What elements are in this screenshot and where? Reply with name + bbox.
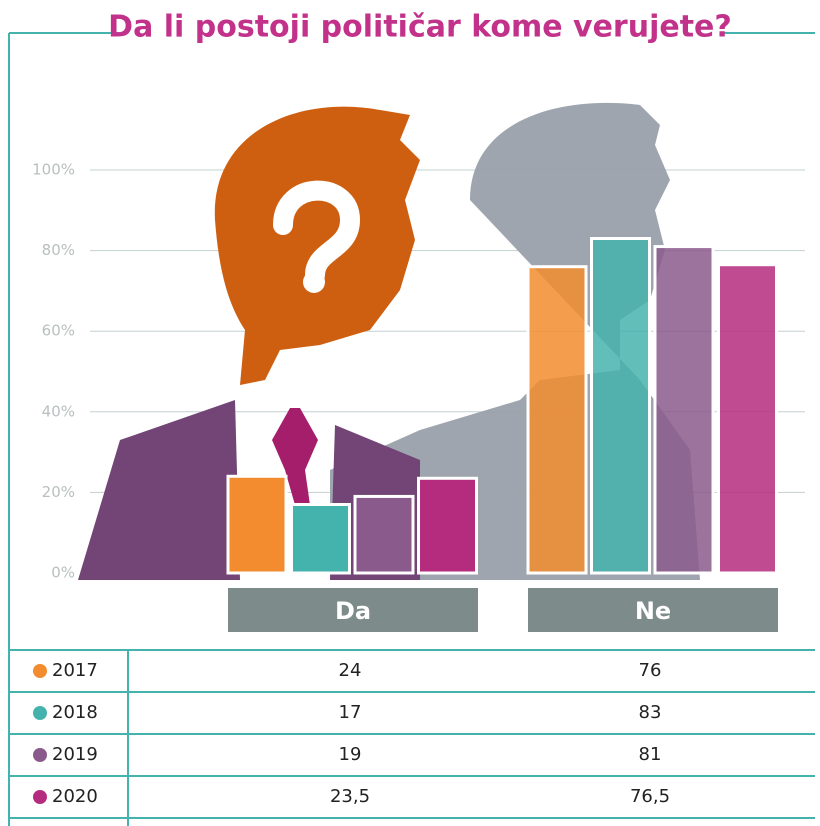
y-tick-label: 80% bbox=[42, 241, 75, 259]
chart-title: Da li postoji političar kome verujete? bbox=[108, 10, 732, 45]
y-tick-label: 60% bbox=[42, 322, 75, 340]
y-tick-label: 0% bbox=[51, 564, 75, 582]
bar bbox=[355, 496, 413, 573]
table-value: 76 bbox=[639, 660, 662, 681]
legend-label: 2017 bbox=[52, 660, 98, 681]
y-tick-label: 40% bbox=[42, 402, 75, 420]
bar bbox=[292, 504, 350, 573]
chart: Da li postoji političar kome verujete? 0… bbox=[0, 0, 820, 826]
bar bbox=[719, 265, 777, 573]
table-value: 23,5 bbox=[330, 786, 370, 807]
table-value: 76,5 bbox=[630, 786, 670, 807]
legend-dot bbox=[33, 664, 47, 678]
legend-dot bbox=[33, 706, 47, 720]
bar bbox=[592, 239, 650, 573]
table-value: 81 bbox=[639, 744, 662, 765]
legend-label: 2018 bbox=[52, 702, 98, 723]
x-tick-label: Ne bbox=[635, 597, 671, 625]
bar bbox=[228, 476, 286, 573]
table: 2017 24 76 2018 17 83 2019 19 81 2020 23,5 76,5 bbox=[9, 650, 815, 826]
legend-dot bbox=[33, 748, 47, 762]
x-tick-label: Da bbox=[335, 597, 371, 625]
table-value: 19 bbox=[339, 744, 362, 765]
legend-label: 2019 bbox=[52, 744, 98, 765]
y-tick-label: 100% bbox=[32, 161, 75, 179]
y-tick-label: 20% bbox=[42, 483, 75, 501]
bar bbox=[528, 267, 586, 573]
table-value: 83 bbox=[639, 702, 662, 723]
bar bbox=[419, 478, 477, 573]
page: {"chart_data": {"type": "bar", "title": … bbox=[0, 0, 820, 826]
table-value: 17 bbox=[339, 702, 362, 723]
bar bbox=[655, 247, 713, 573]
legend-dot bbox=[33, 790, 47, 804]
legend-label: 2020 bbox=[52, 786, 98, 807]
table-value: 24 bbox=[339, 660, 362, 681]
